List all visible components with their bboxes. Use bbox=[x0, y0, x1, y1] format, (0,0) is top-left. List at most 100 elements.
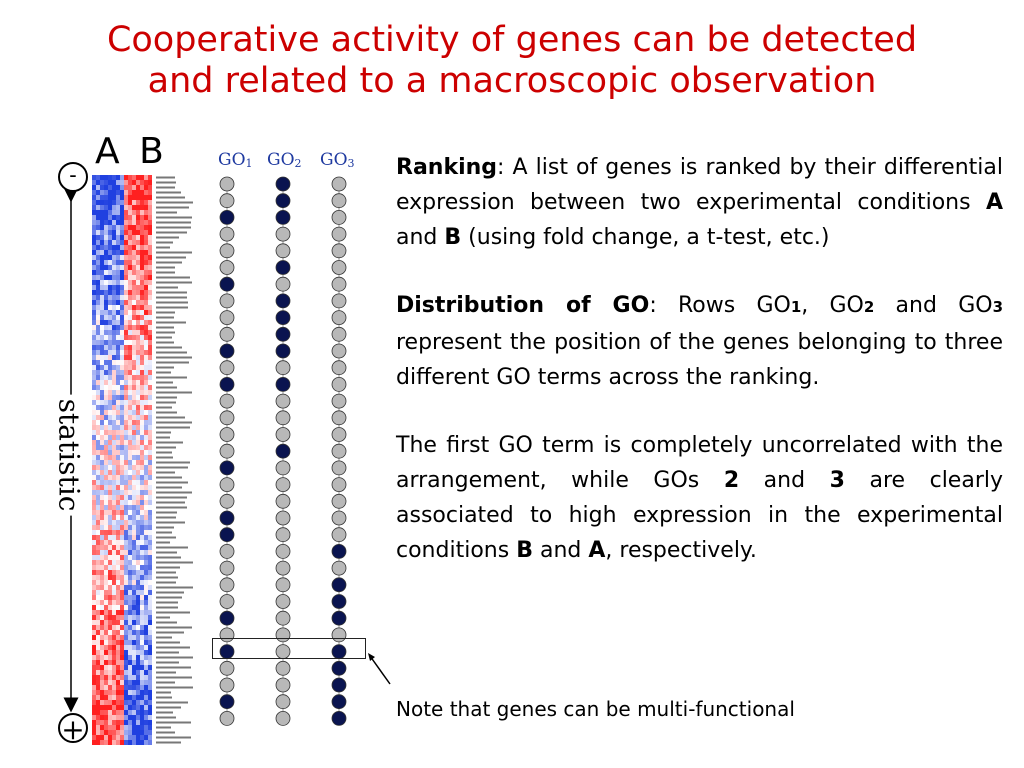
heatmap-cell bbox=[148, 190, 152, 195]
heatmap-cell bbox=[124, 605, 128, 610]
heatmap-cell bbox=[100, 710, 104, 715]
heatmap-cell bbox=[104, 475, 108, 480]
heatmap-cell bbox=[136, 440, 140, 445]
heatmap-cell bbox=[128, 495, 132, 500]
heatmap-cell bbox=[96, 600, 100, 605]
heatmap-cell bbox=[144, 715, 148, 720]
heatmap-cell bbox=[140, 345, 144, 350]
heatmap-cell bbox=[92, 620, 96, 625]
heatmap-cell bbox=[140, 240, 144, 245]
heatmap-cell bbox=[140, 195, 144, 200]
heatmap-cell bbox=[108, 680, 112, 685]
heatmap-cell bbox=[128, 710, 132, 715]
heatmap-cell bbox=[112, 530, 116, 535]
heatmap-cell bbox=[148, 490, 152, 495]
heatmap-cell bbox=[104, 310, 108, 315]
heatmap-cell bbox=[120, 645, 124, 650]
heatmap-cell bbox=[120, 500, 124, 505]
heatmap-cell bbox=[132, 720, 136, 725]
heatmap-cell bbox=[132, 430, 136, 435]
heatmap-cell bbox=[116, 320, 120, 325]
heatmap-cell bbox=[128, 705, 132, 710]
heatmap-cell bbox=[148, 400, 152, 405]
heatmap-cell bbox=[144, 380, 148, 385]
heatmap-cell bbox=[144, 440, 148, 445]
heatmap-cell bbox=[136, 180, 140, 185]
heatmap-cell bbox=[144, 610, 148, 615]
heatmap-cell bbox=[124, 655, 128, 660]
heatmap-cell bbox=[116, 195, 120, 200]
heatmap-cell bbox=[116, 575, 120, 580]
heatmap-cell bbox=[116, 220, 120, 225]
heatmap-cell bbox=[140, 425, 144, 430]
heatmap-cell bbox=[108, 470, 112, 475]
gene-name-glyph bbox=[156, 716, 176, 719]
heatmap-cell bbox=[96, 715, 100, 720]
heatmap-cell bbox=[104, 300, 108, 305]
heatmap-cell bbox=[108, 655, 112, 660]
heatmap-cell bbox=[116, 740, 120, 745]
heatmap-cell bbox=[116, 520, 120, 525]
heatmap-cell bbox=[136, 285, 140, 290]
heatmap-cell bbox=[112, 465, 116, 470]
heatmap-cell bbox=[96, 680, 100, 685]
gene-name-glyph bbox=[156, 471, 175, 474]
heatmap-cell bbox=[104, 525, 108, 530]
heatmap-cell bbox=[140, 720, 144, 725]
heatmap-cell bbox=[120, 275, 124, 280]
heatmap-cell bbox=[120, 610, 124, 615]
heatmap-cell bbox=[128, 390, 132, 395]
heatmap-cell bbox=[92, 295, 96, 300]
heatmap-cell bbox=[148, 595, 152, 600]
heatmap-cell bbox=[92, 595, 96, 600]
heatmap-cell bbox=[136, 525, 140, 530]
heatmap-cell bbox=[92, 330, 96, 335]
heatmap-cell bbox=[116, 440, 120, 445]
heatmap-cell bbox=[112, 525, 116, 530]
heatmap-cell bbox=[140, 330, 144, 335]
heatmap-cell bbox=[116, 505, 120, 510]
heatmap-cell bbox=[124, 635, 128, 640]
heatmap-cell bbox=[148, 485, 152, 490]
go2-nonmember-gene bbox=[275, 594, 291, 609]
heatmap-cell bbox=[132, 340, 136, 345]
heatmap-cell bbox=[120, 535, 124, 540]
heatmap-cell bbox=[100, 725, 104, 730]
go3-nonmember-gene bbox=[331, 460, 347, 476]
heatmap-cell bbox=[112, 415, 116, 420]
heatmap-cell bbox=[132, 505, 136, 510]
heatmap-cell bbox=[132, 390, 136, 395]
heatmap-cell bbox=[100, 285, 104, 290]
heatmap-cell bbox=[132, 695, 136, 700]
heatmap-cell bbox=[112, 345, 116, 350]
gene-name-glyph bbox=[156, 671, 176, 674]
heatmap-cell bbox=[116, 480, 120, 485]
heatmap-cell bbox=[92, 565, 96, 570]
heatmap-cell bbox=[104, 290, 108, 295]
heatmap-cell bbox=[132, 675, 136, 680]
heatmap-cell bbox=[124, 305, 128, 310]
heatmap-cell bbox=[132, 190, 136, 195]
heatmap-cell bbox=[116, 205, 120, 210]
heatmap-cell bbox=[136, 615, 140, 620]
heatmap-cell bbox=[144, 180, 148, 185]
heatmap-cell bbox=[124, 385, 128, 390]
heatmap-cell bbox=[132, 465, 136, 470]
heatmap-cell bbox=[100, 205, 104, 210]
heatmap-cell bbox=[96, 695, 100, 700]
heatmap-cell bbox=[92, 560, 96, 565]
heatmap-cell bbox=[148, 360, 152, 365]
heatmap-cell bbox=[92, 635, 96, 640]
heatmap-cell bbox=[140, 290, 144, 295]
heatmap-cell bbox=[132, 565, 136, 570]
go1-nonmember-gene bbox=[219, 310, 235, 326]
heatmap-cell bbox=[144, 615, 148, 620]
heatmap-cell bbox=[112, 510, 116, 515]
heatmap-cell bbox=[100, 525, 104, 530]
axis-label-statistic: statistic bbox=[52, 394, 86, 516]
heatmap-cell bbox=[116, 545, 120, 550]
heatmap-cell bbox=[112, 615, 116, 620]
heatmap-cell bbox=[96, 585, 100, 590]
go3-nonmember-gene bbox=[331, 176, 347, 192]
heatmap-cell bbox=[132, 605, 136, 610]
